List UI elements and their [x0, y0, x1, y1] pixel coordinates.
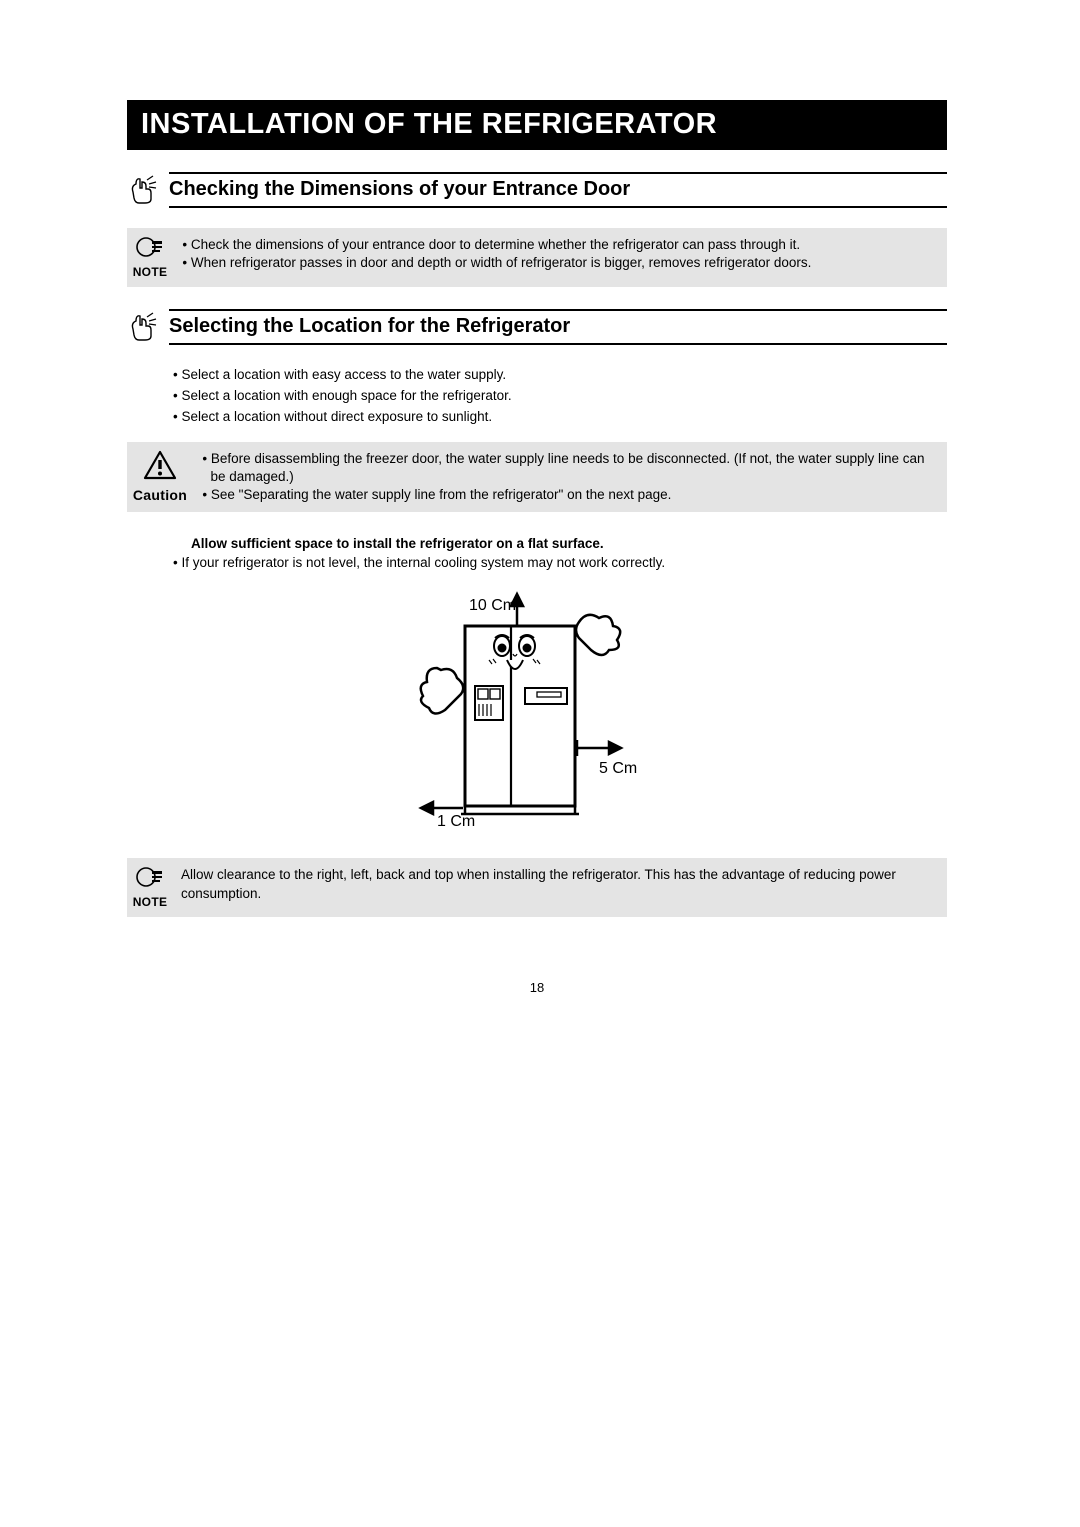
- caution-body: Before disassembling the freezer door, t…: [201, 450, 937, 505]
- manual-page: INSTALLATION OF THE REFRIGERATOR Checkin…: [127, 100, 947, 917]
- caution-label: Caution: [127, 487, 193, 503]
- figure-top-label: 10 Cm: [469, 597, 516, 614]
- section-heading: Selecting the Location for the Refrigera…: [169, 309, 947, 345]
- figure-bottom-label: 1 Cm: [437, 813, 475, 828]
- note-callout: NOTE Check the dimensions of your entran…: [127, 228, 947, 287]
- section-location: Selecting the Location for the Refrigera…: [127, 309, 947, 917]
- note-label: NOTE: [127, 265, 173, 279]
- list-item: Select a location with enough space for …: [173, 386, 947, 407]
- note-item: Check the dimensions of your entrance do…: [189, 236, 937, 254]
- caution-callout: Caution Before disassembling the freezer…: [127, 442, 947, 513]
- caution-item: See "Separating the water supply line fr…: [209, 486, 937, 504]
- section-heading-row: Checking the Dimensions of your Entrance…: [127, 172, 947, 208]
- warning-triangle-icon: [143, 450, 177, 480]
- location-bullets: Select a location with easy access to th…: [173, 365, 947, 428]
- clearance-figure: 10 Cm 5 Cm 1 Cm: [127, 588, 947, 828]
- bold-instruction: Allow sufficient space to install the re…: [191, 536, 947, 551]
- section-heading: Checking the Dimensions of your Entrance…: [169, 172, 947, 208]
- note-item: When refrigerator passes in door and dep…: [189, 254, 937, 272]
- note-icon: [136, 866, 164, 888]
- page-title: INSTALLATION OF THE REFRIGERATOR: [141, 108, 717, 140]
- list-item: Select a location with easy access to th…: [173, 365, 947, 386]
- note-label: NOTE: [127, 895, 173, 909]
- hand-pointer-icon: [127, 174, 159, 206]
- note-icon: [136, 236, 164, 258]
- section-heading-row: Selecting the Location for the Refrigera…: [127, 309, 947, 345]
- note-icon-column: NOTE: [127, 866, 173, 909]
- list-item: Select a location without direct exposur…: [173, 407, 947, 428]
- page-title-bar: INSTALLATION OF THE REFRIGERATOR: [127, 100, 947, 150]
- page-number: 18: [127, 980, 947, 995]
- note-callout-bottom: NOTE Allow clearance to the right, left,…: [127, 858, 947, 917]
- fridge-clearance-diagram-icon: 10 Cm 5 Cm 1 Cm: [387, 588, 687, 828]
- follow-instruction: If your refrigerator is not level, the i…: [173, 555, 947, 570]
- note-body: Allow clearance to the right, left, back…: [181, 866, 937, 902]
- note-icon-column: NOTE: [127, 236, 173, 279]
- figure-right-label: 5 Cm: [599, 760, 637, 777]
- hand-pointer-icon: [127, 311, 159, 343]
- caution-item: Before disassembling the freezer door, t…: [209, 450, 937, 486]
- note-body: Check the dimensions of your entrance do…: [181, 236, 937, 272]
- section-dimensions: Checking the Dimensions of your Entrance…: [127, 172, 947, 287]
- caution-icon-column: Caution: [127, 450, 193, 503]
